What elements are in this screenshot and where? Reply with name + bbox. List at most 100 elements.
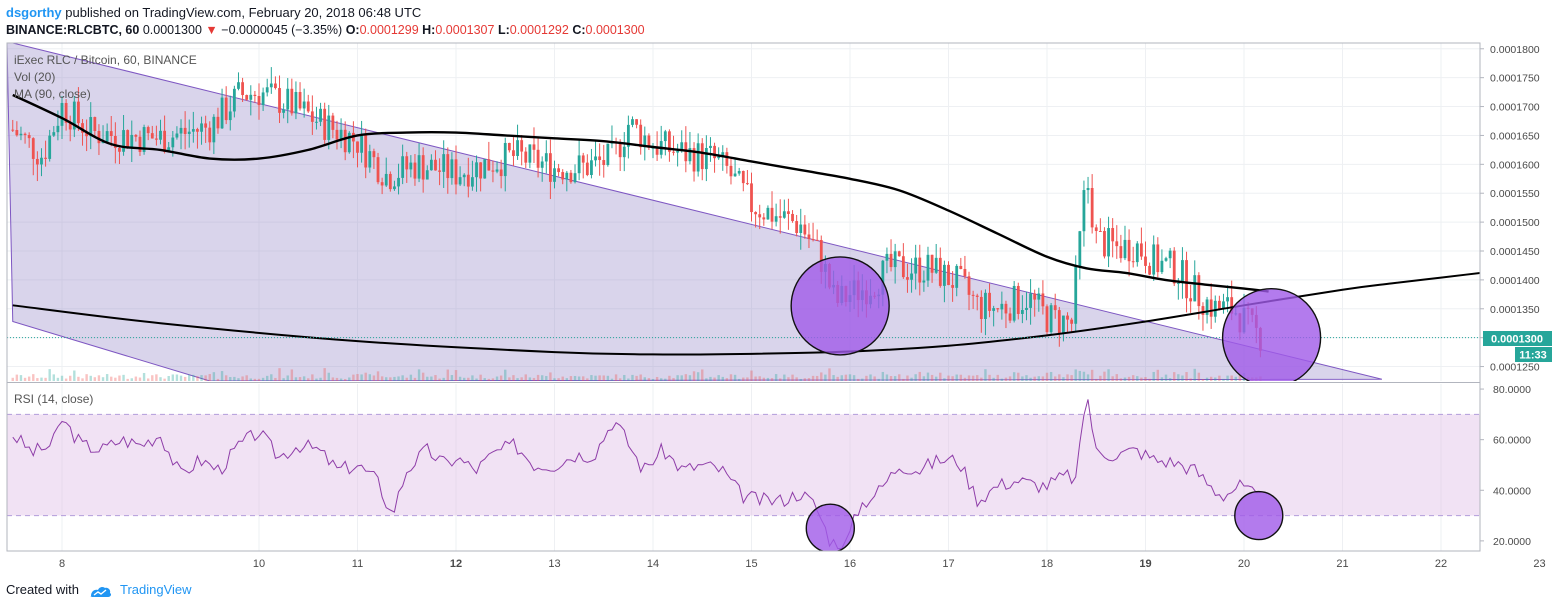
candle-body [134, 134, 138, 137]
volume-bar [467, 377, 470, 381]
candle-body [1004, 303, 1008, 314]
volume-bar [1127, 376, 1131, 381]
volume-bar [23, 377, 27, 381]
candle-body [557, 168, 561, 173]
volume-bar [438, 378, 441, 381]
candle-body [516, 140, 519, 156]
high-label: H: [422, 23, 436, 37]
candle-body [150, 133, 154, 139]
candle-body [1057, 310, 1061, 334]
candle-body [975, 295, 979, 297]
volume-bar [204, 375, 207, 381]
highlight-circle-2[interactable] [1221, 287, 1322, 387]
time-tag-bg [1515, 347, 1552, 362]
candle-body [1041, 293, 1045, 307]
author-link[interactable]: dsgorthy [6, 5, 62, 20]
candle-body [901, 256, 905, 278]
candle-body [302, 101, 306, 109]
volume-bar [1234, 376, 1237, 381]
candle-body [175, 133, 179, 138]
candle-body [356, 141, 359, 153]
candle-body [893, 251, 897, 268]
volume-bar [516, 378, 519, 381]
price-axis[interactable]: 0.0001800 0.0001750 0.0001700 0.0001650 0.00… [1480, 44, 1540, 374]
candle-body [512, 150, 515, 156]
volume-bar [1152, 371, 1155, 381]
candle-body [335, 129, 339, 140]
time-axis[interactable]: 8 10 11 12 13 14 15 16 17 18 19 20 21 22 23 [59, 558, 1546, 570]
candle-body [795, 221, 799, 233]
candle-body [245, 95, 249, 100]
candle-body [1016, 285, 1020, 314]
candle-body [573, 173, 577, 183]
candle-body [635, 119, 638, 125]
volume-bar [955, 374, 958, 381]
volume-bar [229, 377, 232, 381]
curve-line[interactable] [12, 266, 1540, 356]
volume-bar [52, 374, 55, 381]
candle-body [475, 162, 478, 178]
candle-body [1205, 299, 1209, 315]
volume-bar [27, 376, 31, 381]
volume-bar [996, 374, 999, 381]
candle-body [745, 183, 749, 185]
volume-bar [463, 377, 466, 381]
volume-bar [44, 377, 47, 381]
volume-bar [573, 375, 577, 381]
volume-bar [709, 376, 712, 381]
rsi-circle-2[interactable] [1234, 490, 1284, 541]
volume-bar [36, 378, 39, 381]
rsi-line[interactable] [12, 399, 1261, 549]
volume-bar [233, 376, 236, 381]
close-label: C: [572, 23, 586, 37]
candle-body [35, 158, 39, 165]
candle-body [187, 131, 191, 134]
candle-body [425, 170, 429, 180]
x-tick-label: 15 [745, 558, 757, 570]
volume-bar [992, 377, 995, 381]
price-tag: 0.0001300 [1491, 334, 1543, 346]
candle-body [910, 273, 913, 280]
candle-body [458, 177, 462, 185]
rsi-circle-1[interactable] [805, 503, 855, 552]
tradingview-link[interactable]: TradingView [120, 582, 192, 597]
y-tick-label: 0.0001750 [1490, 73, 1540, 85]
candle-body [553, 168, 556, 182]
volume-bar [278, 368, 281, 381]
volume-bar [528, 377, 532, 381]
candle-body [754, 212, 758, 215]
volume-bar [1049, 371, 1053, 381]
volume-bar [1054, 376, 1057, 381]
candle-body [1115, 241, 1119, 247]
symbol-label: BINANCE:RLCBTC, 60 [6, 23, 140, 37]
volume-bar [15, 374, 19, 381]
candle-body [154, 138, 158, 140]
candle-body [668, 131, 671, 152]
volume-bar [1095, 378, 1098, 381]
ma-90-line[interactable] [12, 93, 1269, 293]
candle-body [618, 142, 622, 158]
down-arrow-icon: ▼ [205, 23, 218, 37]
volume-bar [270, 374, 273, 381]
highlight-circle-1[interactable] [790, 256, 890, 356]
candle-body [1168, 250, 1172, 259]
candle-body [146, 127, 150, 134]
candle-body [196, 129, 199, 132]
volume-bar [294, 377, 298, 381]
candle-body [951, 285, 955, 288]
volume-bar [389, 377, 392, 381]
rsi-pane[interactable] [7, 384, 1480, 551]
candle-body [319, 108, 322, 122]
candle-body [799, 224, 803, 233]
volume-bar [126, 378, 129, 381]
volume-bar [249, 378, 252, 381]
candle-body [1008, 313, 1012, 321]
rsi-axis[interactable]: 80.0000 60.0000 40.0000 20.0000 [1480, 384, 1531, 548]
candle-body [881, 260, 885, 295]
volume-bar [421, 372, 425, 381]
y-tick-label: 0.0001600 [1490, 159, 1540, 171]
candle-body [212, 116, 216, 143]
candle-body [1103, 230, 1106, 257]
candle-body [306, 101, 310, 112]
